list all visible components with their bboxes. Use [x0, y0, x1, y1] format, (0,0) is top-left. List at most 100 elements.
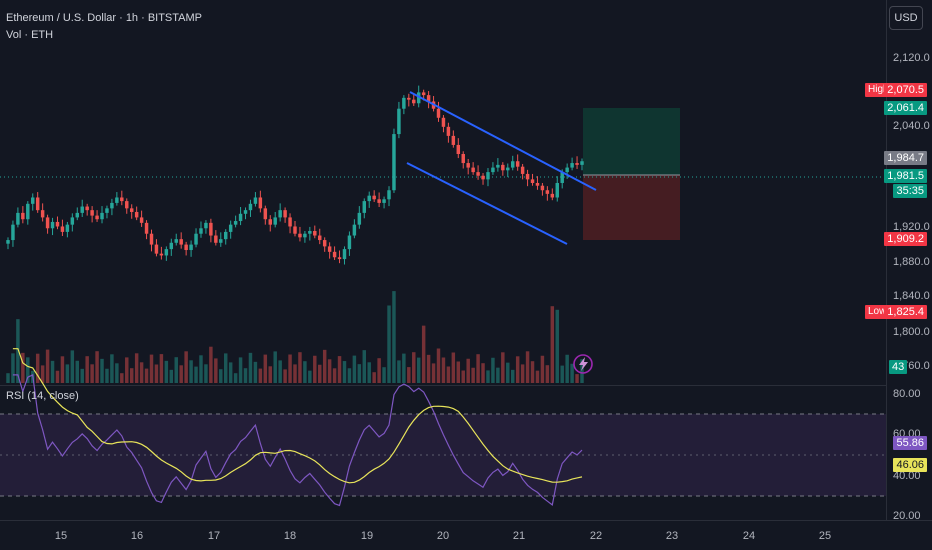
currency-button[interactable]: USD: [889, 6, 923, 30]
volume-bar: [268, 366, 272, 383]
volume-bar: [303, 361, 307, 383]
rsi-tick: 40.00: [893, 470, 921, 482]
volume-bar: [149, 354, 154, 383]
candle-body: [367, 195, 371, 202]
candle-body: [35, 197, 40, 211]
volume-legend[interactable]: Vol · ETH: [6, 29, 54, 41]
candle-body: [426, 95, 431, 102]
volume-bar: [228, 362, 233, 383]
volume-bar: [273, 351, 277, 383]
volume-bar: [134, 353, 139, 383]
candle-body: [446, 126, 451, 136]
candle-body: [377, 199, 381, 203]
high-price-tag: 2,070.5: [884, 83, 927, 97]
candle-body: [214, 235, 218, 243]
rsi-tick: 20.00: [893, 510, 921, 522]
last-price-tag: 1,981.5: [884, 169, 927, 183]
volume-bar: [174, 357, 178, 383]
candle-body: [298, 233, 302, 238]
volume-bar: [45, 349, 50, 383]
volume-bar: [446, 366, 451, 383]
candle-body: [481, 175, 485, 180]
volume-bar: [327, 359, 332, 383]
candle-body: [223, 231, 228, 240]
candle-body: [510, 161, 515, 168]
volume-bar: [6, 373, 10, 383]
rsi-tick: 80.00: [893, 388, 921, 400]
volume-bar: [575, 374, 579, 383]
volume-bar: [253, 361, 258, 383]
volume-bar: [65, 364, 70, 383]
candle-body: [471, 167, 475, 173]
candle-body: [194, 233, 198, 245]
candle-body: [238, 213, 243, 222]
candle-body: [560, 172, 564, 183]
candle-body: [318, 235, 322, 241]
volume-bar: [238, 357, 243, 383]
candle-body: [199, 228, 203, 234]
candle-body: [134, 211, 139, 218]
candle-body: [293, 226, 297, 234]
volume-bar: [120, 373, 124, 383]
candle-body: [575, 163, 579, 165]
candle-body: [436, 108, 441, 118]
volume-bar: [377, 358, 381, 383]
volume-bar: [565, 354, 569, 383]
volume-bar: [506, 362, 510, 383]
volume-bar: [293, 364, 297, 383]
candle-body: [288, 217, 292, 227]
volume-bar: [387, 305, 391, 383]
volume-bar: [486, 370, 490, 383]
volume-bar: [545, 365, 550, 383]
price-tick: 2,040.0: [893, 120, 930, 132]
candle-body: [278, 210, 282, 218]
symbol-legend[interactable]: Ethereum / U.S. Dollar · 1h · BITSTAMP: [6, 12, 203, 24]
volume-bar: [75, 360, 80, 383]
position-target-zone[interactable]: [583, 108, 680, 175]
candle-body: [362, 201, 367, 213]
volume-bar: [50, 360, 55, 383]
volume-bar: [164, 360, 169, 383]
candle-body: [115, 197, 119, 203]
candle-body: [233, 221, 238, 225]
candle-body: [486, 172, 490, 180]
channel-lower-line[interactable]: [406, 162, 568, 245]
target-price-tag: 2,061.4: [884, 101, 927, 115]
volume-bar: [530, 361, 535, 383]
volume-bar: [426, 354, 431, 383]
lightning-icon[interactable]: [573, 354, 593, 374]
position-stop-zone[interactable]: [583, 175, 680, 240]
volume-bar: [367, 362, 371, 383]
volume-bar: [491, 357, 495, 383]
candle-body: [303, 233, 307, 238]
candle-body: [75, 212, 80, 218]
candle-body: [456, 144, 461, 154]
price-tick: 1,880.0: [893, 256, 930, 268]
volume-bar: [456, 361, 461, 383]
candle-body: [372, 195, 376, 200]
rsi-ma-line: [12, 348, 583, 484]
volume-bar: [100, 358, 104, 383]
volume-bar: [233, 373, 238, 383]
date-tick: 21: [512, 530, 526, 542]
date-tick: 15: [54, 530, 68, 542]
candle-body: [550, 193, 555, 198]
candle-body: [21, 212, 25, 220]
date-tick: 18: [283, 530, 297, 542]
rsi-legend[interactable]: RSI (14, close): [6, 390, 79, 402]
low-label: Low: [865, 305, 890, 319]
channel-upper-line[interactable]: [409, 91, 597, 191]
candle-body: [70, 217, 75, 225]
candle-body: [313, 231, 317, 236]
volume-bar: [184, 351, 188, 383]
candle-body: [31, 197, 35, 204]
volume-bar: [80, 368, 84, 383]
volume-bar: [570, 363, 574, 383]
candle-body: [461, 154, 465, 164]
volume-bar: [139, 362, 144, 383]
volume-bar: [35, 353, 40, 383]
volume-bar: [431, 363, 436, 383]
candle-body: [565, 167, 569, 173]
volume-bar: [397, 360, 401, 383]
